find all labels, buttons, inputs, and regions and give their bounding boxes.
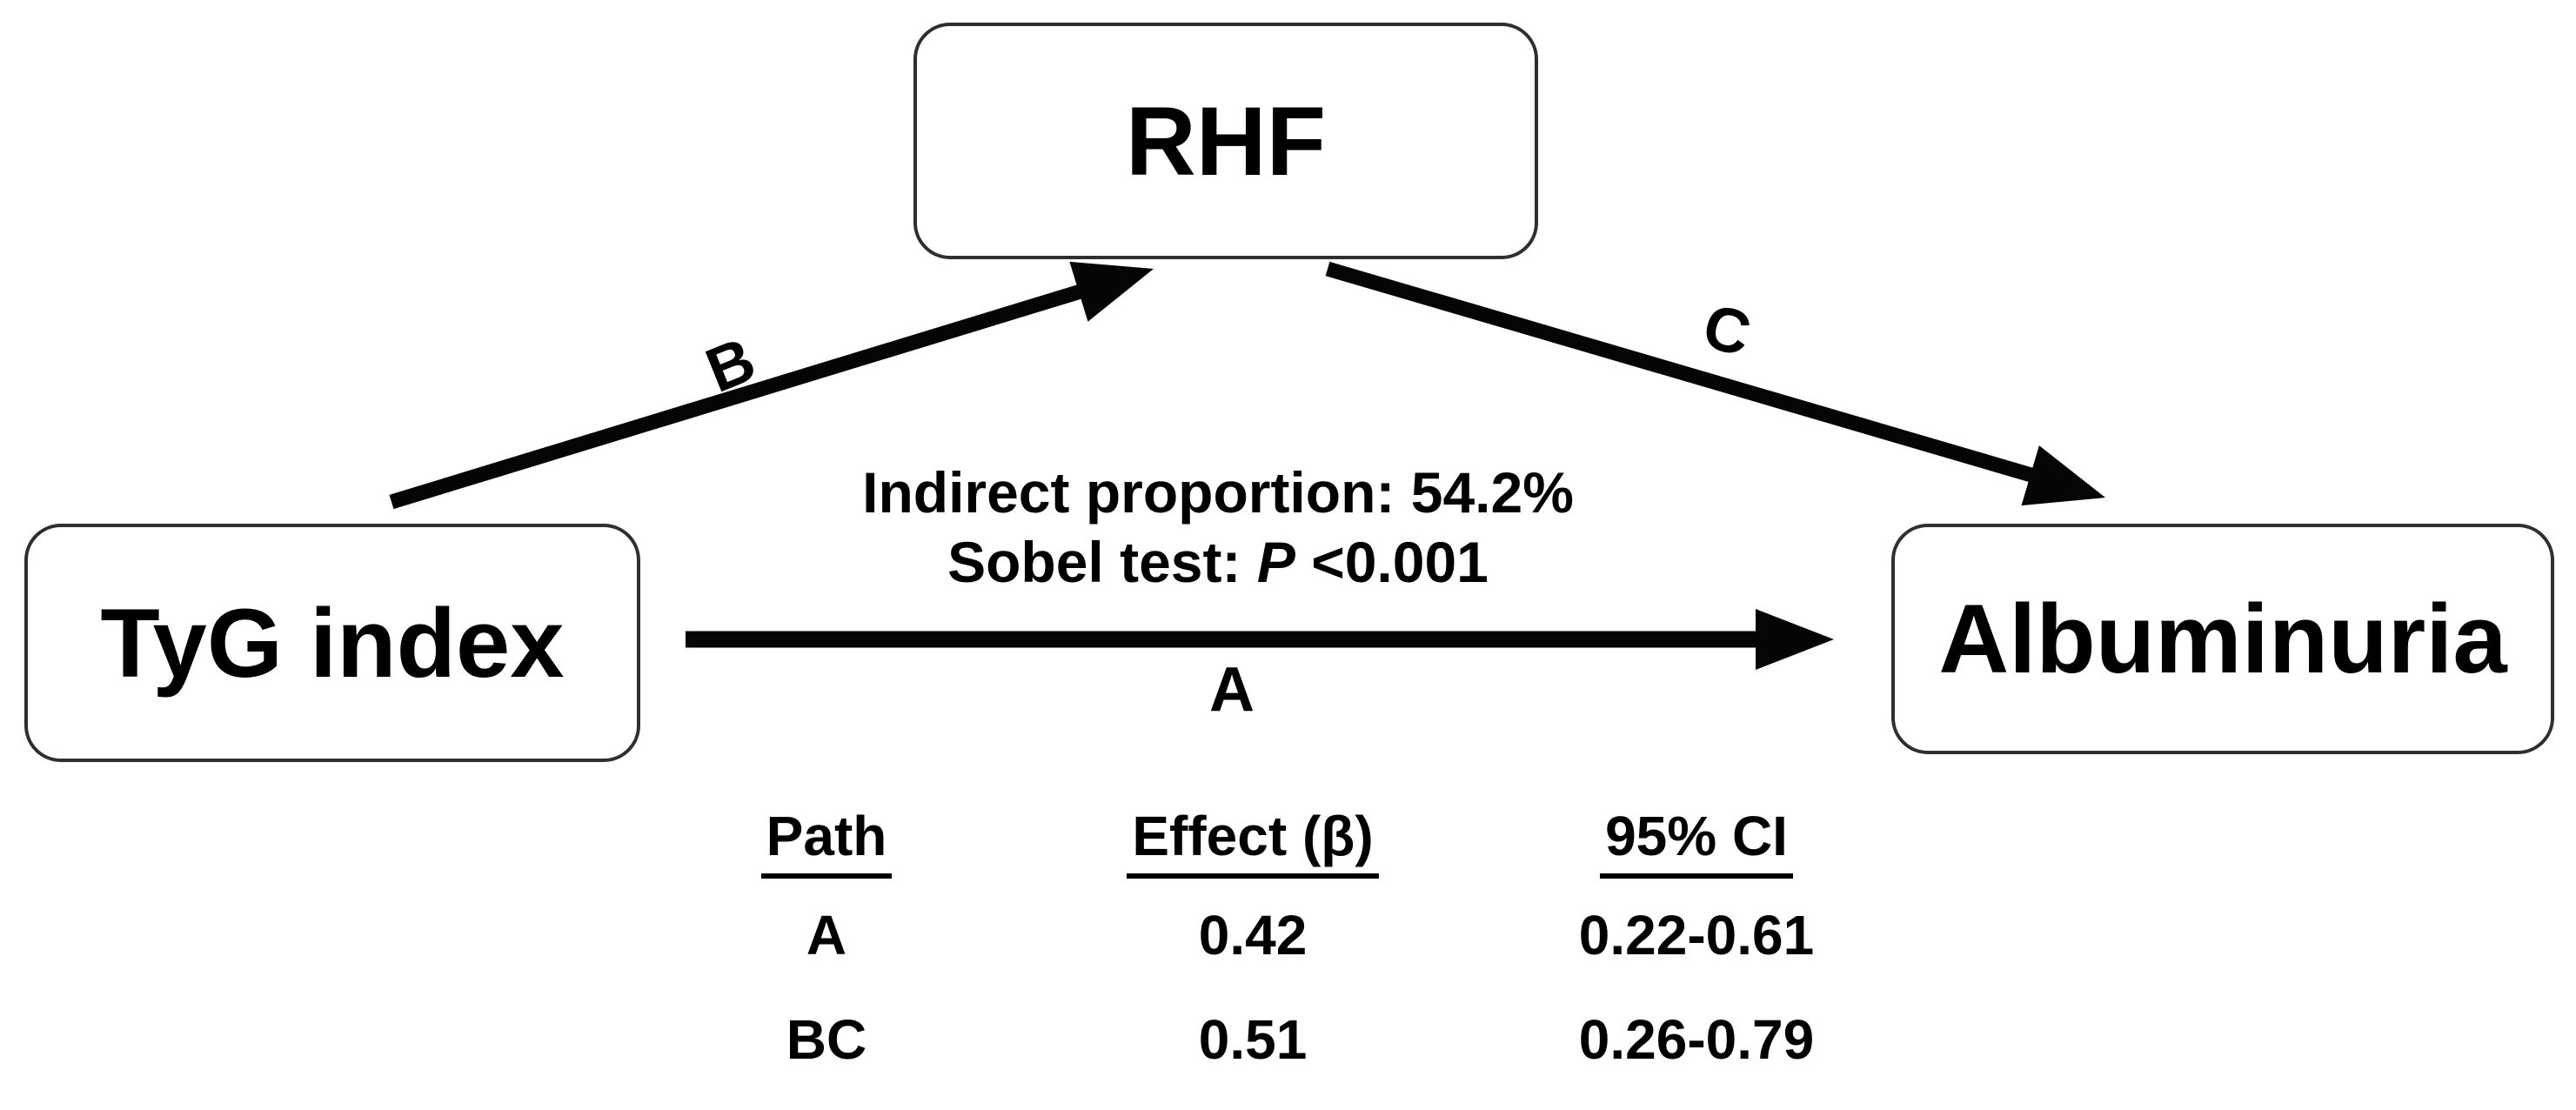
indirect-proportion-text: Indirect proportion: 54.2%	[862, 460, 1574, 525]
arrow-b-shaft	[389, 281, 1092, 510]
arrow-a	[686, 609, 1834, 670]
node-outcome: Albuminuria	[1891, 524, 2554, 754]
sobel-p-value: <0.001	[1311, 530, 1489, 594]
table-row-a-effect: 0.42	[1198, 904, 1308, 966]
node-mediator-label: RHF	[1125, 86, 1327, 196]
path-label-a: A	[1209, 655, 1255, 725]
arrow-b	[389, 261, 1154, 510]
node-outcome-label: Albuminuria	[1938, 585, 2507, 693]
effects-table: Path Effect (β) 95% CI A 0.42 0.22-0.61 …	[679, 806, 1862, 1110]
table-row-a-path: A	[806, 904, 847, 966]
table-row-bc-path: BC	[786, 1008, 867, 1071]
arrow-b-head-icon	[1069, 261, 1154, 322]
arrow-c-shaft	[1325, 261, 2043, 485]
table-row-bc-effect: 0.51	[1198, 1008, 1308, 1071]
table-header-effect: Effect (β)	[974, 806, 1531, 879]
table-header-ci: 95% CI	[1531, 806, 1862, 879]
table-row-bc-ci: 0.26-0.79	[1578, 1008, 1815, 1071]
sobel-test-text: Sobel test: P <0.001	[947, 530, 1489, 594]
arrow-a-head-icon	[1756, 609, 1834, 670]
node-exposure: TyG index	[24, 524, 640, 762]
table-row-a-ci: 0.22-0.61	[1578, 904, 1815, 966]
indirect-proportion-value: 54.2%	[1410, 460, 1574, 525]
sobel-p-symbol: P	[1256, 530, 1295, 594]
mediation-stats: Indirect proportion: 54.2% Sobel test: P…	[609, 458, 1827, 597]
node-mediator: RHF	[913, 23, 1538, 259]
arrow-c	[1325, 261, 2105, 506]
node-exposure-label: TyG index	[100, 588, 565, 698]
arrow-c-head-icon	[2021, 445, 2105, 506]
table-header-path: Path	[679, 806, 974, 879]
